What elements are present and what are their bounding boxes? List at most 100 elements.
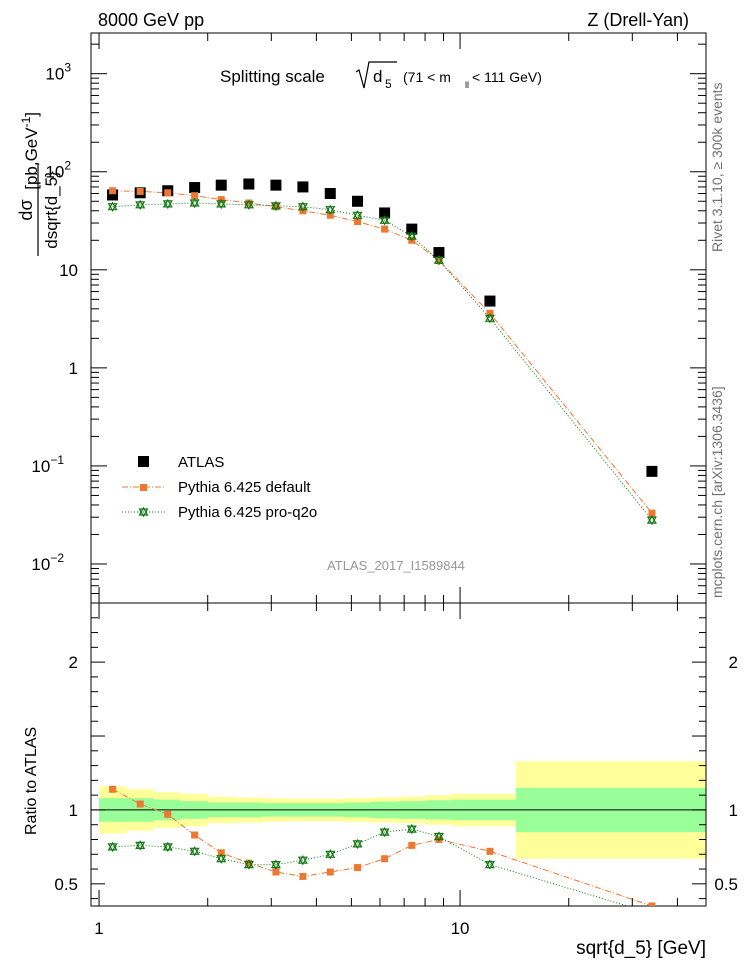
default-ratio-point: [109, 785, 117, 793]
proq2o-point: [433, 255, 444, 266]
proq2o-ratio-point: [484, 859, 495, 870]
side-label-mcplots: mcplots.cern.ch [arXiv:1306.3436]: [709, 386, 725, 598]
default-ratio-point: [381, 855, 389, 863]
triangle-up: [270, 859, 281, 869]
proq2o-point: [189, 197, 200, 209]
triangle-up: [352, 210, 363, 219]
triangle-up: [406, 230, 417, 240]
ratio-y-tick-label-left: 0.5: [54, 875, 78, 894]
triangle-up: [243, 199, 254, 209]
proq2o-ratio-point: [189, 846, 200, 857]
header-right: Z (Drell-Yan): [587, 10, 689, 30]
triangle-up: [270, 200, 281, 210]
main-title-prefix: Splitting scale: [220, 67, 325, 86]
default-point: [191, 192, 199, 200]
y-label-numerator: dσ: [16, 199, 36, 220]
proq2o-point: [352, 210, 363, 221]
atlas-point: [189, 182, 201, 194]
line-proq2o-main: [112, 202, 653, 521]
default-point: [648, 509, 656, 517]
default-ratio-point: [272, 868, 280, 876]
legend-marker-proq2o: [138, 506, 149, 518]
proq2o-ratio-point: [297, 854, 308, 866]
proq2o-point: [325, 204, 336, 215]
legend-label-atlas: ATLAS: [178, 454, 224, 471]
y-tick-label: 102: [45, 159, 71, 182]
default-point: [326, 211, 334, 219]
axes: 1 10 10−2 10−1 1 10 102 103 0.5 0.5 1 1 2 2: [31, 33, 738, 938]
y-tick-label: 10−2: [31, 551, 64, 574]
atlas-point: [270, 179, 282, 191]
default-ratio-point: [217, 849, 225, 857]
ratio-y-tick-label-right: 2: [729, 653, 738, 672]
main-title-sqrt-arg: d: [373, 67, 382, 86]
proq2o-point: [379, 215, 390, 226]
triangle-up: [379, 826, 390, 836]
y-tick-label: 103: [45, 61, 71, 84]
proq2o-ratio-point: [648, 909, 656, 917]
proq2o-ratio-point: [352, 838, 363, 850]
ratio-panel-frame: [90, 602, 707, 907]
triangle-up: [325, 204, 336, 214]
proq2o-ratio-point: [243, 859, 254, 870]
y-tick-label: 10: [59, 261, 78, 280]
triangle-up: [325, 849, 336, 858]
triangle-up: [484, 859, 495, 869]
proq2o-ratio-point: [406, 823, 417, 835]
proq2o-ratio-point: [433, 831, 444, 842]
sqrt-sign: [355, 61, 397, 89]
default-point: [164, 189, 172, 197]
default-ratio-point: [245, 859, 253, 867]
proq2o-ratio-point: [270, 859, 281, 870]
legend-marker-atlas: [138, 456, 149, 467]
triangle-up: [243, 859, 254, 869]
default-point: [136, 187, 144, 195]
proq2o-point: [270, 200, 281, 212]
proq2o-point: [243, 199, 254, 211]
atlas-point: [646, 465, 658, 477]
atlas-point: [379, 207, 391, 219]
proq2o-ratio-point: [107, 841, 118, 853]
proq2o-point: [135, 199, 146, 211]
triangle-down: [648, 910, 656, 917]
default-ratio-point: [164, 810, 172, 818]
triangle-up: [107, 841, 118, 851]
atlas-point: [107, 189, 119, 201]
triangle-up: [352, 838, 363, 848]
legend: ATLAS Pythia 6.425 default Pythia 6.425 …: [122, 454, 317, 521]
y-label-denominator: dsqrt{d_5}: [42, 171, 61, 249]
proq2o-ratio-point: [379, 826, 390, 838]
atlas-point: [297, 181, 309, 193]
default-point: [109, 187, 117, 195]
proq2o-ratio-point: [135, 840, 146, 851]
triangle-up: [216, 198, 227, 208]
ratio-y-tick-label-left: 2: [69, 653, 78, 672]
triangle-up: [484, 313, 495, 322]
legend-label-proq2o: Pythia 6.425 pro-q2o: [178, 504, 317, 521]
proq2o-point: [162, 198, 173, 210]
y-tick-label: 1: [69, 359, 78, 378]
watermark: ATLAS_2017_I1589844: [327, 558, 465, 573]
legend-marker-default: [140, 484, 147, 491]
default-point: [381, 225, 389, 233]
atlas-point: [352, 195, 364, 207]
x-tick-label: 1: [94, 919, 103, 938]
proq2o-point: [107, 201, 118, 212]
main-title-sqrt-sub: 5: [385, 77, 392, 91]
default-ratio-point: [136, 800, 144, 808]
default-point: [245, 199, 253, 207]
proq2o-ratio-point: [216, 853, 227, 864]
legend-label-default: Pythia 6.425 default: [178, 479, 311, 496]
proq2o-point: [484, 313, 495, 324]
atlas-point: [484, 295, 496, 307]
header-left: 8000 GeV pp: [98, 10, 204, 30]
triangle-up: [433, 255, 444, 264]
x-tick-label: 10: [451, 919, 470, 938]
triangle-up: [189, 846, 200, 855]
ratio-y-tick-label-right: 0.5: [714, 875, 738, 894]
triangle-up: [216, 853, 227, 863]
triangle-up: [189, 197, 200, 207]
main-title-range-close: < 111 GeV): [472, 69, 542, 85]
triangle-up: [297, 201, 308, 211]
